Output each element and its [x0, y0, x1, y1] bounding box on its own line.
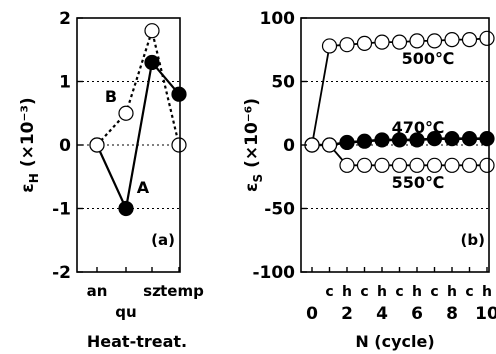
data-point-550 — [426, 157, 443, 173]
data-point-b — [171, 137, 187, 153]
y-axis-label: εS(×10⁻⁶) — [242, 98, 265, 192]
data-point-500 — [409, 33, 425, 49]
series-label: 500℃ — [402, 49, 455, 68]
cycle-label: c — [465, 284, 473, 300]
data-point-a — [118, 200, 134, 217]
data-point-550 — [321, 137, 338, 153]
data-point-550 — [444, 157, 460, 173]
data-point-b — [144, 23, 160, 39]
cycle-label: h — [447, 284, 457, 300]
panel-label: (a) — [151, 231, 175, 249]
data-point-500 — [374, 34, 390, 50]
x-tick-label: 0 — [306, 304, 318, 324]
cycle-label: h — [412, 284, 422, 300]
data-point-550 — [461, 157, 478, 173]
y-tick-label: 0 — [283, 136, 295, 156]
y-tick-label: 0 — [59, 136, 71, 156]
x-category-label: sz — [143, 282, 161, 300]
y-tick-label: 1 — [59, 73, 71, 93]
cycle-label: c — [430, 284, 438, 300]
y-tick-label: -1 — [52, 200, 71, 220]
data-point-550 — [479, 157, 495, 173]
x-category-label: temp — [160, 282, 204, 300]
data-point-470 — [356, 133, 373, 149]
series-line-a — [95, 59, 180, 213]
cycle-label: h — [377, 284, 387, 300]
x-tick-label: 2 — [341, 304, 353, 324]
y-tick-label: -2 — [52, 263, 71, 283]
x-tick-label: 6 — [411, 304, 423, 324]
cycle-label: c — [360, 284, 368, 300]
x-tick-label: 8 — [446, 304, 458, 324]
y-tick-label: 100 — [260, 9, 296, 29]
y-tick-label: -50 — [264, 200, 295, 220]
data-point-470 — [374, 132, 390, 148]
y-tick-label: -100 — [252, 263, 295, 283]
series-label-b: B — [105, 87, 117, 106]
x-axis-label: N (cycle) — [355, 332, 434, 351]
data-point-470 — [426, 131, 443, 147]
x-category-label: an — [87, 282, 108, 300]
series-line-b — [96, 26, 181, 146]
data-point-470 — [391, 132, 408, 148]
data-point-a — [144, 54, 160, 71]
data-point-b — [118, 105, 134, 121]
panel-label: (b) — [461, 231, 485, 249]
cycle-label: c — [395, 284, 403, 300]
data-point-a — [171, 86, 187, 102]
data-point-550 — [356, 157, 373, 173]
data-point-500 — [321, 38, 338, 54]
y-tick-label: 50 — [271, 73, 295, 93]
data-point-550 — [374, 157, 390, 173]
data-point-470 — [409, 132, 425, 148]
series-label: 470℃ — [392, 118, 445, 137]
data-point-b — [89, 137, 105, 153]
data-point-500 — [356, 35, 373, 52]
y-tick-label: 2 — [59, 9, 71, 29]
y-axis-label: εH(×10⁻³) — [18, 97, 41, 192]
data-point-550 — [391, 157, 408, 173]
series-label-a: A — [137, 178, 150, 197]
data-point-470 — [339, 134, 355, 151]
cycle-label: h — [342, 284, 352, 300]
data-point-550 — [339, 157, 355, 173]
data-point-500 — [444, 31, 460, 48]
data-point-500 — [339, 37, 355, 53]
data-point-550 — [409, 157, 425, 173]
series-label: 550℃ — [392, 173, 445, 192]
data-point-500 — [391, 34, 408, 50]
data-point-500 — [479, 30, 495, 46]
cycle-label: h — [482, 284, 492, 300]
data-point-470 — [479, 131, 495, 147]
data-point-470 — [461, 131, 478, 147]
x-category-label: qu — [115, 303, 136, 321]
data-point-500 — [426, 33, 443, 49]
x-axis-label: Heat-treat. — [87, 332, 187, 351]
data-point-500 — [461, 31, 478, 48]
x-tick-label: 4 — [376, 304, 388, 324]
data-point-470 — [444, 131, 460, 147]
cycle-label: c — [325, 284, 333, 300]
data-point-550 — [304, 137, 320, 153]
x-tick-label: 10 — [475, 304, 496, 324]
